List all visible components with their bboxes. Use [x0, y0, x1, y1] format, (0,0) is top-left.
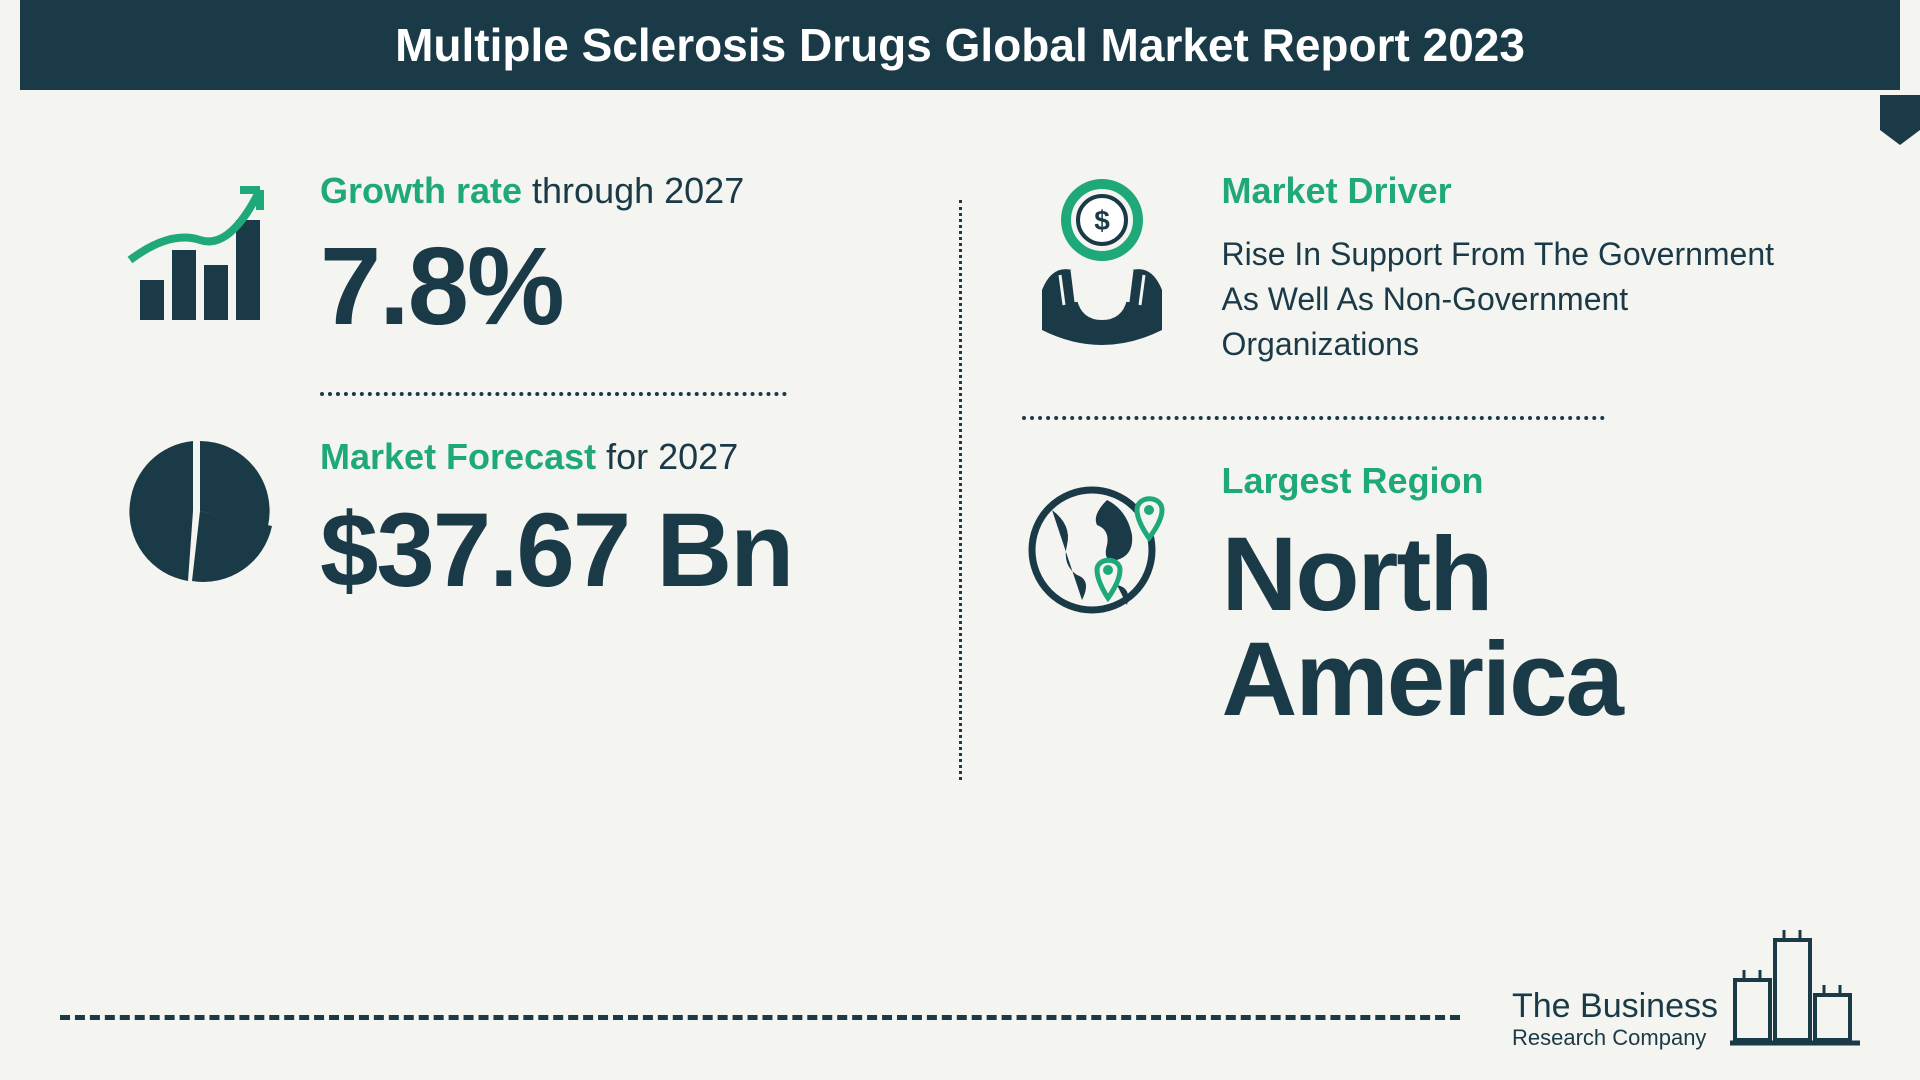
growth-value: 7.8% — [320, 232, 899, 342]
driver-description: Rise In Support From The Government As W… — [1222, 232, 1801, 366]
globe-pin-icon — [1022, 460, 1182, 630]
forecast-section: Market Forecast for 2027 $37.67 Bn — [120, 436, 899, 603]
forecast-label-bold: Market Forecast — [320, 436, 596, 477]
forecast-value: $37.67 Bn — [320, 498, 899, 603]
svg-text:$: $ — [1094, 205, 1110, 236]
bottom-dash-line — [60, 1015, 1460, 1020]
region-label: Largest Region — [1222, 460, 1801, 502]
growth-label-rest: through 2027 — [522, 170, 744, 211]
logo-bars-icon — [1730, 930, 1860, 1050]
region-label-text: Largest Region — [1222, 460, 1484, 501]
header-bar: Multiple Sclerosis Drugs Global Market R… — [20, 0, 1900, 90]
page-title: Multiple Sclerosis Drugs Global Market R… — [395, 18, 1525, 72]
left-column: Growth rate through 2027 7.8% Market For… — [120, 170, 899, 780]
driver-label-text: Market Driver — [1222, 170, 1452, 211]
growth-label: Growth rate through 2027 — [320, 170, 899, 212]
pie-chart-icon — [120, 436, 280, 586]
region-section: Largest Region North America — [1022, 460, 1801, 732]
forecast-label: Market Forecast for 2027 — [320, 436, 899, 478]
left-divider — [320, 392, 787, 396]
driver-label: Market Driver — [1222, 170, 1801, 212]
region-value: North America — [1222, 522, 1801, 732]
growth-chart-icon — [120, 170, 280, 340]
logo-line2: Research Company — [1512, 1026, 1718, 1050]
logo-line1: The Business — [1512, 988, 1718, 1025]
driver-text-block: Market Driver Rise In Support From The G… — [1222, 170, 1801, 366]
growth-section: Growth rate through 2027 7.8% — [120, 170, 899, 342]
logo-text: The Business Research Company — [1512, 988, 1718, 1050]
driver-section: $ Market Driver Rise In Support From The… — [1022, 170, 1801, 366]
right-divider — [1022, 416, 1606, 420]
forecast-text-block: Market Forecast for 2027 $37.67 Bn — [320, 436, 899, 603]
company-logo: The Business Research Company — [1512, 930, 1860, 1050]
right-column: $ Market Driver Rise In Support From The… — [1022, 170, 1801, 780]
growth-text-block: Growth rate through 2027 7.8% — [320, 170, 899, 342]
hands-money-icon: $ — [1022, 170, 1182, 350]
vertical-divider — [959, 200, 962, 780]
region-text-block: Largest Region North America — [1222, 460, 1801, 732]
forecast-label-rest: for 2027 — [596, 436, 738, 477]
content-area: Growth rate through 2027 7.8% Market For… — [0, 90, 1920, 780]
growth-label-bold: Growth rate — [320, 170, 522, 211]
